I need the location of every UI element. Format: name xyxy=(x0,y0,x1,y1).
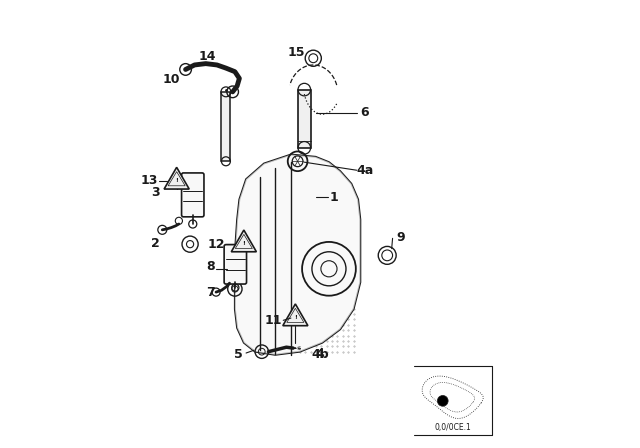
Text: 6: 6 xyxy=(360,106,369,120)
Text: 4a: 4a xyxy=(356,164,373,177)
Text: 4: 4 xyxy=(316,348,324,362)
Text: 2: 2 xyxy=(151,237,159,250)
Text: 4b: 4b xyxy=(311,348,329,362)
Text: 7: 7 xyxy=(206,285,214,299)
Polygon shape xyxy=(235,155,360,355)
Text: 0,0/0CE.1: 0,0/0CE.1 xyxy=(435,423,472,432)
Text: !: ! xyxy=(294,314,297,320)
Polygon shape xyxy=(231,230,257,252)
Polygon shape xyxy=(235,155,360,355)
Text: !: ! xyxy=(243,241,245,246)
Text: 5: 5 xyxy=(234,348,243,362)
Text: 3: 3 xyxy=(151,186,159,199)
Text: 9: 9 xyxy=(396,231,405,244)
Text: 11: 11 xyxy=(264,314,282,327)
Polygon shape xyxy=(283,304,308,326)
Text: 8: 8 xyxy=(206,260,214,273)
Polygon shape xyxy=(164,167,189,189)
Text: 12: 12 xyxy=(207,237,225,251)
Text: 14: 14 xyxy=(198,49,216,63)
Bar xyxy=(298,90,310,148)
Text: 1: 1 xyxy=(329,190,338,204)
FancyBboxPatch shape xyxy=(182,173,204,217)
Circle shape xyxy=(437,396,448,406)
FancyBboxPatch shape xyxy=(224,245,246,284)
Text: 10: 10 xyxy=(163,73,180,86)
Text: !: ! xyxy=(175,178,178,183)
Text: 13: 13 xyxy=(140,174,157,187)
Text: 15: 15 xyxy=(288,46,305,60)
Bar xyxy=(221,92,230,161)
